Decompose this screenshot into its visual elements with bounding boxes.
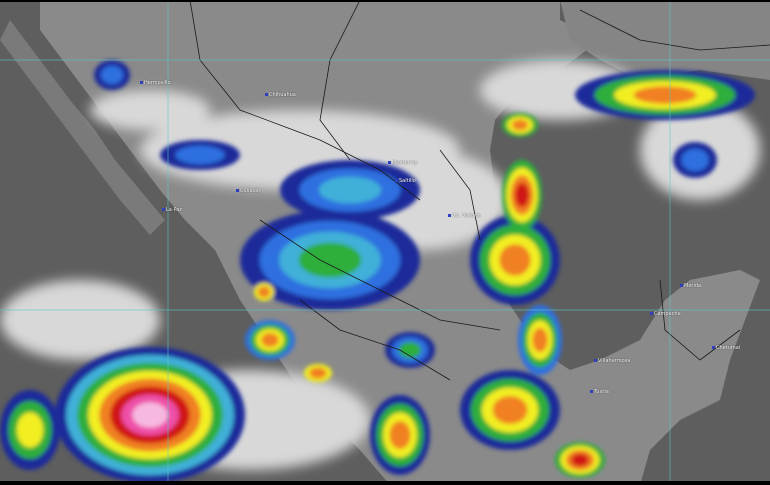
city-label: Campeche bbox=[650, 311, 681, 317]
cloud bbox=[90, 90, 210, 130]
storm-cell-pink bbox=[132, 402, 168, 428]
storm-cell-orange bbox=[633, 86, 697, 104]
baja-california bbox=[0, 20, 165, 235]
city-label: Culiacán bbox=[236, 188, 261, 194]
storm-cell-orange bbox=[389, 421, 411, 449]
storm-cell-orange bbox=[257, 286, 271, 298]
storm-cell-blue bbox=[681, 148, 709, 172]
storm-cell-cyan bbox=[318, 176, 382, 204]
storm-cell-yellow bbox=[16, 412, 44, 448]
bottom-border bbox=[0, 481, 770, 485]
city-label: Mérida bbox=[680, 283, 701, 289]
storm-cell-orange bbox=[499, 244, 531, 276]
city-label: Chetumal bbox=[712, 345, 740, 351]
city-label: Chihuahua bbox=[265, 92, 296, 98]
storm-cell-orange bbox=[512, 119, 528, 131]
city-label: La Paz bbox=[162, 207, 182, 213]
city-label: Monterrey bbox=[388, 160, 418, 166]
city-label: Tuxtla bbox=[590, 389, 609, 395]
storm-cell-red bbox=[571, 453, 589, 467]
storm-cell-orange bbox=[261, 333, 279, 347]
storm-cell-green bbox=[398, 342, 422, 358]
storm-cell-red bbox=[515, 182, 529, 208]
cloud bbox=[0, 280, 160, 360]
city-label: Cd. Victoria bbox=[448, 213, 481, 219]
storm-cell-orange bbox=[532, 327, 548, 353]
storm-cell-blue bbox=[175, 145, 225, 165]
city-label: Villahermosa bbox=[594, 358, 630, 364]
storm-cell-orange bbox=[492, 396, 528, 424]
city-label: Saltillo bbox=[395, 178, 416, 184]
city-label: Hermosillo bbox=[140, 80, 171, 86]
storm-cells bbox=[0, 60, 755, 483]
storm-cell-green bbox=[298, 242, 362, 278]
top-border bbox=[0, 0, 770, 2]
storm-cell-orange bbox=[309, 367, 327, 379]
storm-cell-blue bbox=[100, 65, 124, 85]
